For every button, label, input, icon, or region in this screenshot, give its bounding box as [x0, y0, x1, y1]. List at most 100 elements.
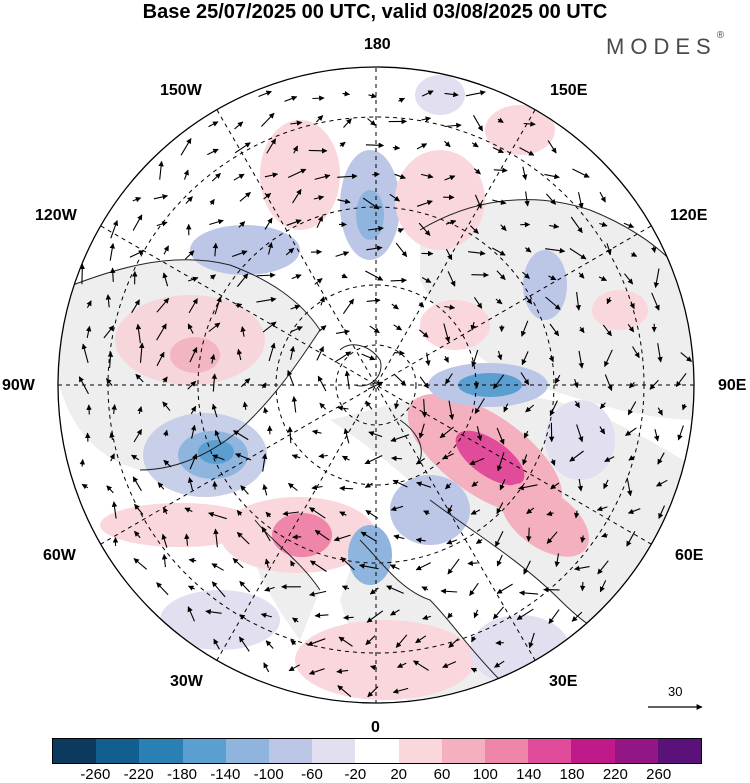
wind-arrow: [393, 373, 407, 386]
wind-arrow: [81, 343, 89, 363]
wind-arrow: [393, 534, 405, 540]
wind-arrow: [264, 586, 275, 592]
wind-arrow: [571, 611, 583, 622]
colorbar-tick-label: -100: [253, 766, 284, 783]
wind-arrow: [549, 323, 560, 337]
wind-arrow: [549, 223, 560, 229]
wind-arrow: [492, 606, 505, 620]
wind-arrow: [496, 502, 504, 515]
wind-arrow: [397, 662, 407, 668]
wind-arrow: [367, 686, 379, 698]
wind-arrow: [603, 479, 609, 490]
wind-arrow: [189, 347, 198, 363]
wind-arrow: [520, 320, 529, 337]
wind-arrow: [418, 423, 425, 439]
wind-arrow: [397, 228, 405, 234]
wind-arrow: [499, 479, 506, 491]
wind-arrow: [448, 638, 459, 648]
wind-arrow: [188, 557, 197, 564]
wind-arrow: [657, 343, 663, 363]
wind-arrow: [367, 381, 384, 390]
wind-arrow: [287, 369, 295, 387]
wind-arrow: [445, 219, 457, 226]
wind-arrow: [421, 90, 434, 97]
wind-arrow: [365, 270, 384, 281]
wind-arrow: [156, 323, 167, 341]
colorbar-segment: [182, 739, 226, 763]
colorbar-tick-label: 100: [472, 766, 498, 783]
colorbar-segment: [657, 739, 702, 763]
wind-arrow: [367, 118, 376, 126]
wind-arrow: [624, 273, 634, 285]
wind-arrow: [256, 296, 277, 303]
wind-arrow: [135, 323, 142, 344]
wind-arrow: [319, 402, 327, 410]
wind-arrow: [211, 172, 221, 182]
wind-arrow: [190, 424, 197, 439]
colorbar-segment: [614, 739, 658, 763]
wind-arrow: [573, 379, 579, 389]
wind-arrow: [238, 221, 246, 228]
colorbar-segment: [269, 739, 313, 763]
wind-arrow: [163, 245, 169, 255]
wind-arrow: [623, 222, 635, 228]
wind-arrow: [493, 167, 508, 174]
wind-arrow: [339, 485, 354, 492]
wind-arrow: [548, 609, 560, 625]
wind-arrow: [103, 325, 115, 339]
wind-arrow: [287, 168, 307, 178]
wind-arrow: [497, 350, 503, 361]
wind-arrow: [232, 557, 244, 569]
wind-arrow: [578, 326, 585, 334]
wind-arrow: [415, 458, 426, 465]
colorbar-segment: [225, 739, 270, 763]
map-boundary: [57, 66, 695, 704]
wind-arrow: [492, 247, 506, 256]
wind-arrow: [291, 396, 298, 413]
wind-arrow: [135, 373, 144, 383]
wind-arrow: [496, 554, 503, 567]
wind-arrow: [606, 297, 612, 305]
wind-arrow: [470, 321, 476, 331]
wind-vectors: [78, 90, 693, 698]
wind-arrow: [139, 342, 145, 363]
wind-arrow: [180, 138, 192, 156]
wind-arrow: [413, 660, 429, 671]
wind-arrow: [161, 553, 168, 568]
wind-arrow: [447, 612, 453, 619]
wind-arrow: [544, 173, 560, 180]
wind-arrow: [240, 485, 249, 495]
registered-mark: ®: [716, 30, 725, 41]
wind-arrow: [291, 274, 302, 280]
wind-arrow: [284, 95, 298, 102]
wind-arrow: [473, 381, 480, 389]
wind-arrow: [597, 560, 609, 575]
wind-arrow: [309, 560, 327, 572]
lon-label-60w: 60W: [43, 547, 76, 564]
wind-arrow: [187, 323, 194, 334]
wind-arrow: [343, 428, 350, 444]
wind-arrow: [420, 173, 434, 179]
wind-arrow: [261, 382, 267, 389]
wind-arrow: [526, 507, 535, 515]
colorbar-segment: [139, 739, 183, 763]
wind-arrow: [440, 588, 458, 594]
wind-arrow: [525, 404, 535, 413]
wind-arrow: [162, 272, 169, 287]
lon-label-180: 180: [364, 36, 391, 53]
wind-arrow: [162, 401, 171, 411]
colorbar-tick-label: 60: [433, 766, 451, 783]
wind-arrow: [156, 297, 170, 313]
colorbar-tick-label: -20: [344, 766, 367, 783]
wind-arrow: [162, 376, 168, 383]
wind-arrow: [311, 429, 322, 435]
wind-arrow: [443, 323, 451, 343]
wind-arrow: [286, 219, 302, 226]
wind-arrow: [153, 194, 169, 200]
colorbar-segment: [312, 739, 356, 763]
wind-arrow: [528, 632, 535, 649]
wind-arrow: [577, 192, 584, 209]
wind-arrow: [109, 432, 115, 440]
wind-arrow: [421, 277, 432, 283]
wind-arrow: [425, 352, 431, 366]
